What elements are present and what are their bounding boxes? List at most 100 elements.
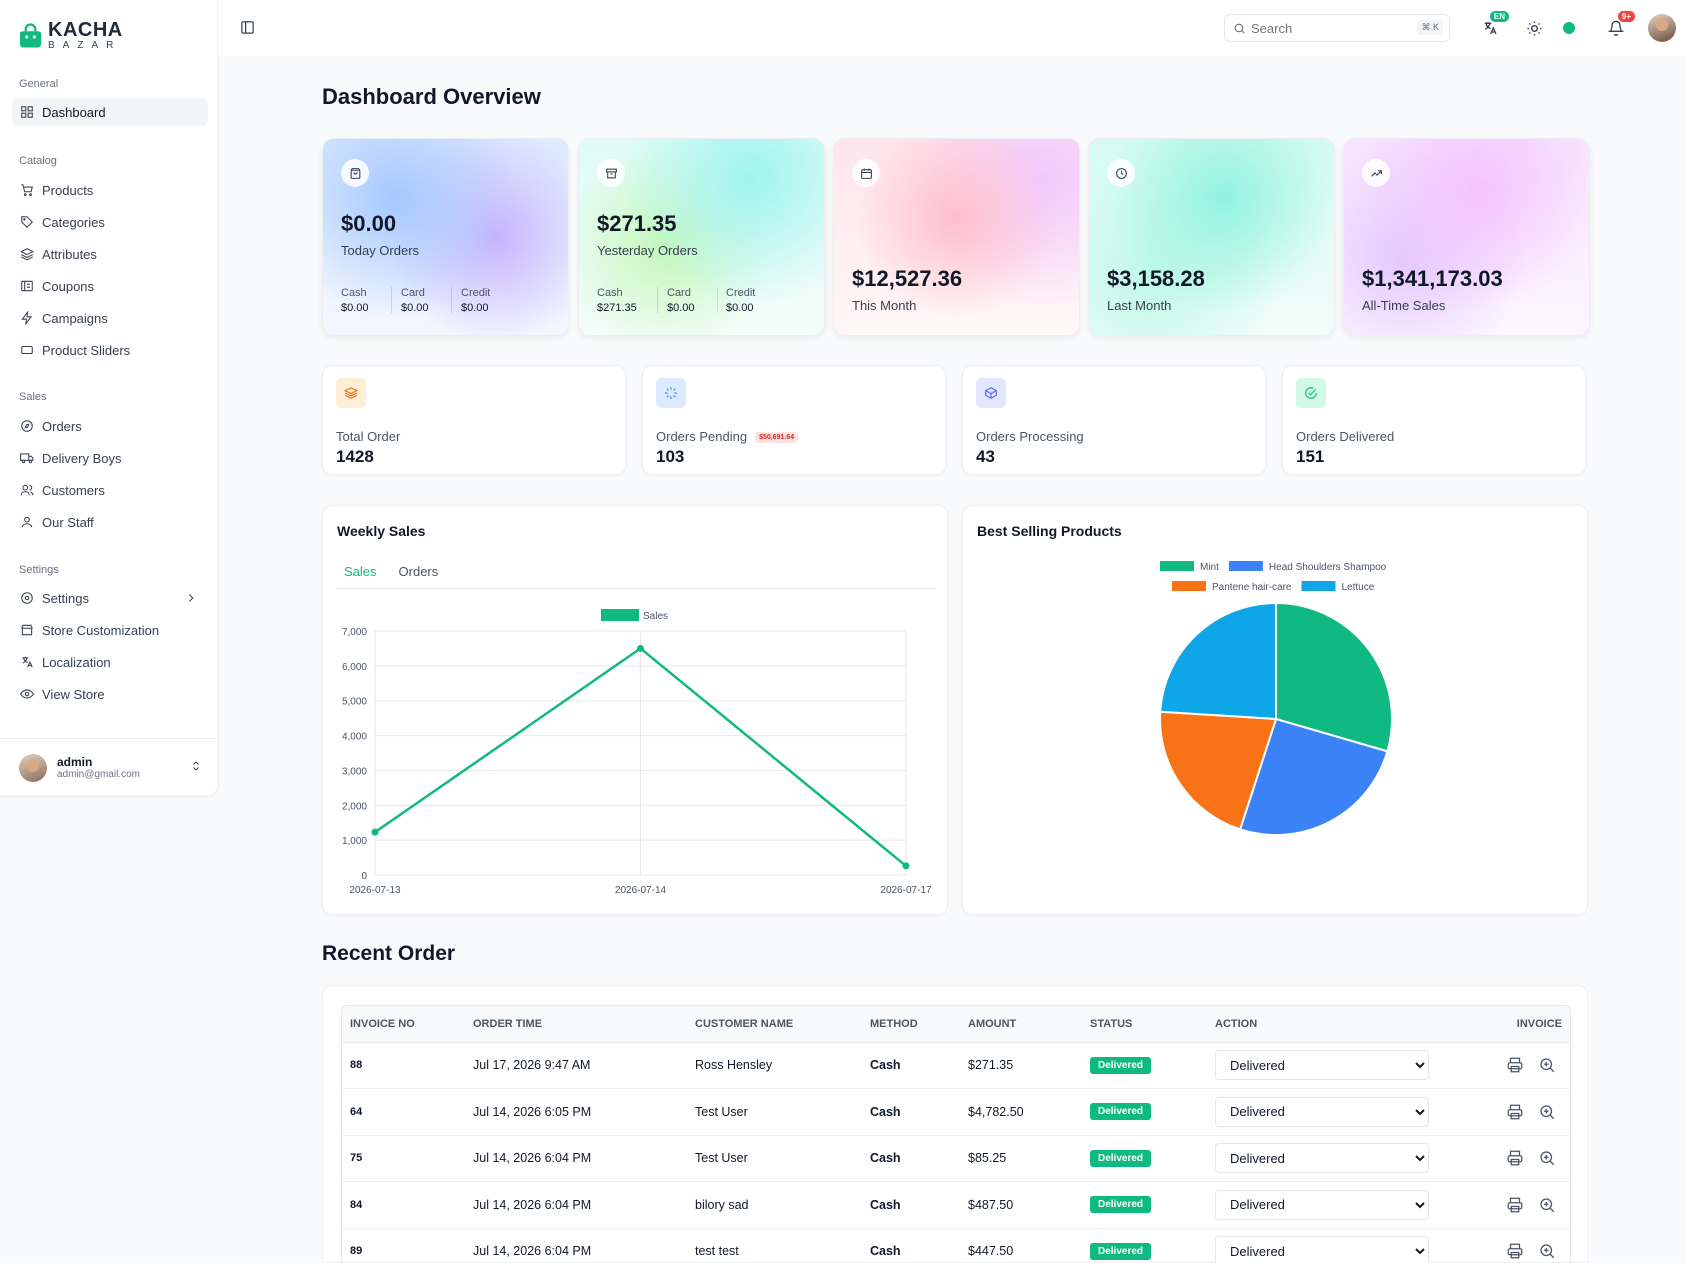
- col-invoice: INVOICE: [1457, 1006, 1570, 1043]
- mini-value: 151: [1296, 447, 1325, 466]
- bell-icon: [1608, 20, 1624, 36]
- cart-icon: [21, 184, 33, 197]
- zoom-in-icon[interactable]: [1538, 1196, 1556, 1214]
- recent-orders-table: INVOICE NO ORDER TIME CUSTOMER NAME METH…: [341, 1005, 1571, 1263]
- printer-icon[interactable]: [1506, 1242, 1524, 1260]
- tab-sales[interactable]: Sales: [344, 564, 377, 579]
- theme-toggle-button[interactable]: [1524, 18, 1544, 38]
- zoom-in-icon[interactable]: [1538, 1056, 1556, 1074]
- table-header-row: INVOICE NO ORDER TIME CUSTOMER NAME METH…: [342, 1006, 1570, 1043]
- stat-card-yesterday-orders: $271.35 Yesterday Orders Cash $271.35 Car…: [578, 138, 825, 336]
- user-name: admin: [57, 755, 93, 769]
- order-time-cell: Jul 17, 2026 9:47 AM: [465, 1042, 687, 1089]
- sidebar-item-label: Attributes: [42, 246, 97, 262]
- invoice-cell: [1457, 1135, 1570, 1182]
- search-icon: [1234, 23, 1245, 34]
- printer-icon[interactable]: [1506, 1056, 1524, 1074]
- notification-badge: 9+: [1617, 11, 1635, 22]
- sidebar-toggle-button[interactable]: [236, 16, 258, 38]
- mini-label: Orders Processing: [976, 429, 1084, 444]
- sidebar-item-localization[interactable]: Localization: [12, 648, 208, 676]
- brand-name: KACHA: [48, 19, 123, 41]
- sidebar-item-delivery-boys[interactable]: Delivery Boys: [12, 444, 208, 472]
- brand-logo[interactable]: KACHA BAZAR: [19, 20, 123, 51]
- sidebar-item-products[interactable]: Products: [12, 176, 208, 204]
- zoom-in-icon[interactable]: [1538, 1149, 1556, 1167]
- y-tick-label: 0: [361, 871, 367, 882]
- user-profile-menu[interactable]: admin admin@gmail.com: [0, 738, 218, 796]
- user-email: admin@gmail.com: [57, 769, 140, 780]
- method-cell: Cash: [862, 1042, 960, 1089]
- panel-left-icon: [240, 20, 254, 34]
- sidebar-item-label: Dashboard: [42, 104, 106, 120]
- y-tick-label: 7,000: [342, 627, 367, 638]
- status-select[interactable]: Delivered: [1215, 1143, 1429, 1174]
- printer-icon[interactable]: [1506, 1149, 1524, 1167]
- best-selling-pie-chart: Mint Head Shoulders Shampoo Pantene hair-c…: [1159, 561, 1393, 836]
- sidebar-item-settings[interactable]: Settings: [12, 584, 208, 612]
- col-action: ACTION: [1207, 1006, 1457, 1043]
- chart-tabs: Sales Orders: [344, 564, 438, 585]
- legend-swatch: [601, 609, 639, 621]
- status-select[interactable]: Delivered: [1215, 1189, 1429, 1220]
- status-select[interactable]: Delivered: [1215, 1096, 1429, 1127]
- sidebar-item-attributes[interactable]: Attributes: [12, 240, 208, 268]
- notifications-button[interactable]: 9+: [1606, 11, 1635, 38]
- order-time-cell: Jul 14, 2026 6:05 PM: [465, 1088, 687, 1136]
- invoice-no-cell: 88: [342, 1042, 465, 1089]
- search-box[interactable]: ⌘ K: [1224, 14, 1450, 42]
- mini-card-orders-processing: Orders Processing 43: [962, 365, 1266, 475]
- sidebar-item-label: Our Staff: [42, 514, 94, 530]
- invoice-cell: [1457, 1228, 1570, 1263]
- sidebar-item-label: Categories: [42, 214, 105, 230]
- status-select[interactable]: Delivered: [1215, 1050, 1429, 1081]
- sidebar-item-coupons[interactable]: Coupons: [12, 272, 208, 300]
- page-title: Dashboard Overview: [322, 84, 541, 109]
- mini-label: Orders Pending $50,691.64: [656, 429, 799, 444]
- sidebar-item-campaigns[interactable]: Campaigns: [12, 304, 208, 332]
- sidebar-item-our-staff[interactable]: Our Staff: [12, 508, 208, 536]
- status-badge: Delivered: [1090, 1103, 1152, 1121]
- sidebar-item-product-sliders[interactable]: Product Sliders: [12, 336, 208, 364]
- zoom-in-icon[interactable]: [1538, 1103, 1556, 1121]
- zoom-in-icon[interactable]: [1538, 1242, 1556, 1260]
- sidebar-item-store-customization[interactable]: Store Customization: [12, 616, 208, 644]
- printer-icon[interactable]: [1506, 1103, 1524, 1121]
- sidebar-item-label: Orders: [42, 418, 82, 434]
- brand-subtitle: BAZAR: [48, 40, 122, 51]
- status-select[interactable]: Delivered: [1215, 1236, 1429, 1263]
- avatar: [19, 753, 47, 782]
- stack-icon: [336, 378, 366, 408]
- tab-orders[interactable]: Orders: [398, 564, 439, 579]
- online-status-dot: [1563, 22, 1575, 34]
- box-icon: [976, 378, 1006, 408]
- language-button[interactable]: EN: [1480, 11, 1509, 38]
- best-selling-panel: Best Selling Products Mint Head Shoulders…: [962, 505, 1588, 915]
- legend-swatch: [1160, 561, 1194, 571]
- search-input[interactable]: [1251, 20, 1411, 36]
- stat-card-this-month: $12,527.36 This Month: [833, 138, 1080, 336]
- sidebar-item-orders[interactable]: Orders: [12, 412, 208, 440]
- sidebar-item-view-store[interactable]: View Store: [12, 680, 208, 708]
- customer-name-cell: Ross Hensley: [687, 1042, 862, 1089]
- status-badge: Delivered: [1090, 1196, 1152, 1214]
- stat-value: $12,527.36: [852, 266, 963, 291]
- sidebar-item-label: Products: [42, 182, 94, 198]
- sidebar-item-dashboard[interactable]: Dashboard: [12, 98, 208, 126]
- sidebar-item-label: Campaigns: [42, 310, 108, 326]
- weekly-sales-line-chart: 0 1,000 2,000 3,000 4,000 5,000 6,000 7,000 2026…: [342, 609, 932, 896]
- printer-icon[interactable]: [1506, 1196, 1524, 1214]
- compass-icon: [21, 420, 33, 432]
- stat-label: All-Time Sales: [1362, 298, 1446, 313]
- pie-slice-mint: [1275, 601, 1393, 753]
- data-point: [637, 644, 644, 652]
- legend-label: Head Shoulders Shampoo: [1269, 562, 1387, 573]
- table-row: 88 Jul 17, 2026 9:47 AM Ross Hensley Cash $2…: [342, 1042, 1570, 1089]
- avatar[interactable]: [1648, 14, 1676, 42]
- pie-slice-pantene-hair-care: [1159, 710, 1278, 831]
- sidebar-item-customers[interactable]: Customers: [12, 476, 208, 504]
- translate-icon: [22, 656, 33, 668]
- x-tick-label: 2026-07-14: [615, 885, 667, 896]
- stat-sub-credit: Credit $0.00: [461, 287, 491, 314]
- sidebar-item-categories[interactable]: Categories: [12, 208, 208, 236]
